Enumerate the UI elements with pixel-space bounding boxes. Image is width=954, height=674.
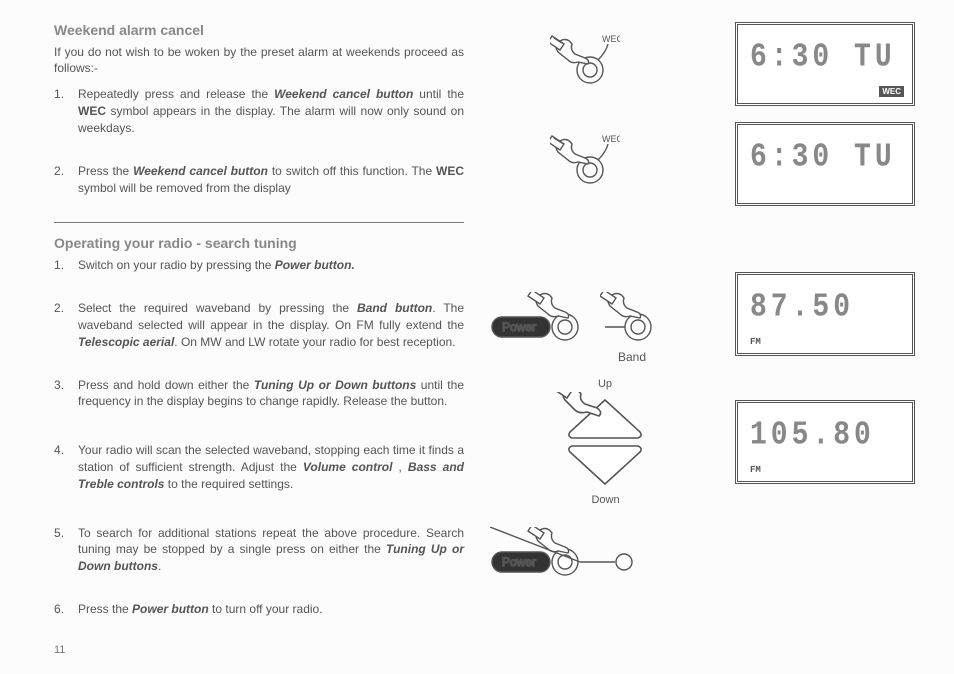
wec-button-icon-2: WEC: [550, 132, 620, 187]
section2-list: Switch on your radio by pressing the Pow…: [54, 257, 464, 617]
lcd-time-plain: 6:30 TU: [735, 122, 915, 206]
section2-step-6: Press the Power button to turn off your …: [54, 601, 464, 618]
row-power-off: Power: [500, 522, 915, 612]
row-wec-on: WEC 6:30 TU WEC: [500, 22, 915, 112]
section1-intro: If you do not wish to be woken by the pr…: [54, 44, 464, 76]
section2-heading: Operating your radio - search tuning: [54, 235, 464, 251]
lcd-digits: 6:30 TU: [750, 139, 902, 176]
wec-badge: WEC: [879, 86, 904, 97]
page-number: 11: [54, 644, 65, 656]
lcd-digits: 105.80: [750, 417, 902, 454]
divider: [54, 222, 464, 223]
section1-step-2: Press the Weekend cancel button to switc…: [54, 163, 464, 197]
section2-step-3: Press and hold down either the Tuning Up…: [54, 377, 464, 411]
svg-text:Power: Power: [502, 555, 536, 569]
right-column: WEC 6:30 TU WEC WEC 6:30 TU: [500, 22, 915, 622]
row-power-band: Power B: [500, 272, 915, 372]
lcd-freq-2: 105.80 FM: [735, 400, 915, 484]
power-button-icon-2: Power: [490, 527, 650, 582]
section2-step-1: Switch on your radio by pressing the Pow…: [54, 257, 464, 274]
left-column: Weekend alarm cancel If you do not wish …: [54, 22, 464, 644]
lcd-digits: 6:30 TU: [750, 39, 902, 76]
svg-text:WEC: WEC: [602, 134, 620, 144]
svg-text:WEC: WEC: [602, 34, 620, 44]
fm-label: FM: [750, 337, 761, 347]
section1-list: Repeatedly press and release the Weekend…: [54, 86, 464, 196]
down-label: Down: [578, 494, 633, 506]
lcd-digits: 87.50: [750, 289, 902, 326]
power-button-icon: Power: [490, 292, 585, 347]
up-label: Up: [585, 378, 625, 390]
section2-step-4: Your radio will scan the selected waveba…: [54, 442, 464, 492]
lcd-time-wec: 6:30 TU WEC: [735, 22, 915, 106]
section1-heading: Weekend alarm cancel: [54, 22, 464, 38]
wec-button-icon: WEC: [550, 32, 620, 87]
fm-label: FM: [750, 465, 761, 475]
section1-step-1: Repeatedly press and release the Weekend…: [54, 86, 464, 136]
row-updown: Up Down 105.80 FM: [500, 382, 915, 512]
band-label: Band: [618, 350, 646, 364]
lcd-freq-1: 87.50 FM: [735, 272, 915, 356]
row-wec-off: WEC 6:30 TU: [500, 122, 915, 212]
section2-step-2: Select the required waveband by pressing…: [54, 300, 464, 350]
tuning-updown-icon: [545, 392, 665, 492]
svg-text:Power: Power: [502, 320, 536, 334]
band-button-icon: [600, 292, 670, 347]
section2-step-5: To search for additional stations repeat…: [54, 525, 464, 575]
